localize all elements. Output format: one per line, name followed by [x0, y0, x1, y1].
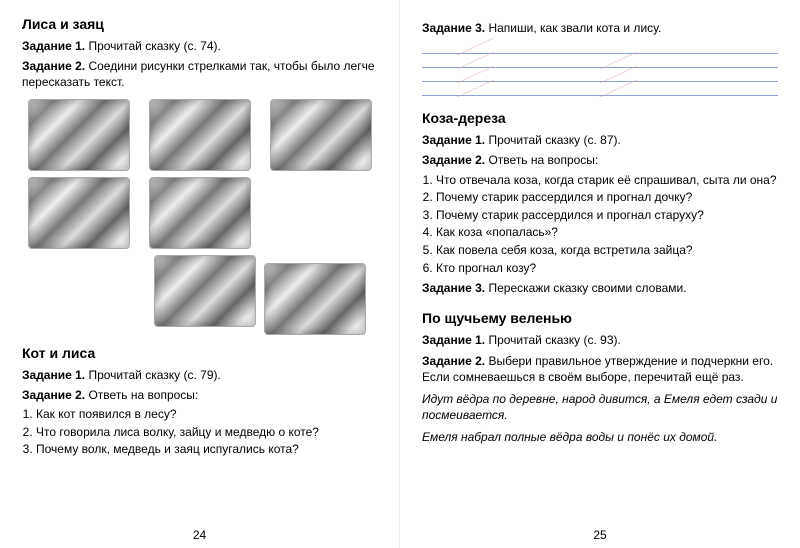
task-label: Задание 1. — [22, 39, 85, 53]
task-lisa-2: Задание 2. Соедини рисунки стрелками так… — [22, 58, 377, 90]
illustration-grid — [22, 99, 377, 335]
task-text: Перескажи сказку своими словами. — [488, 281, 686, 295]
illustration — [270, 99, 372, 171]
section-title-koza: Коза-дереза — [422, 110, 778, 126]
section-title-kot: Кот и лиса — [22, 345, 377, 361]
writing-line — [422, 68, 778, 82]
question-item: Что говорила лиса волку, зайцу и медведю… — [36, 425, 377, 441]
writing-line — [422, 54, 778, 68]
question-item: Почему старик рассердился и прогнал дочк… — [436, 190, 778, 206]
section-title-shchuka: По щучьему веленью — [422, 310, 778, 326]
task-text: Прочитай сказку (с. 79). — [88, 368, 220, 382]
illustration — [149, 177, 251, 249]
task-text: Ответь на вопросы: — [488, 153, 598, 167]
page-left: Лиса и заяц Задание 1. Прочитай сказку (… — [0, 0, 400, 548]
task-kot-2: Задание 2. Ответь на вопросы: — [22, 387, 377, 403]
task-koza-1: Задание 1. Прочитай сказку (с. 87). — [422, 132, 778, 148]
illustration — [28, 177, 130, 249]
writing-line — [422, 40, 778, 54]
question-item: Как кот появился в лесу? — [36, 407, 377, 423]
option-text: Идут вёдра по деревне, народ дивится, а … — [422, 391, 778, 423]
question-item: Почему волк, медведь и заяц испугались к… — [36, 442, 377, 458]
page-number-right: 25 — [400, 528, 800, 542]
illustration — [28, 99, 130, 171]
question-item: Как коза «попалась»? — [436, 225, 778, 241]
task-label: Задание 2. — [422, 153, 485, 167]
question-list-koza: Что отвечала коза, когда старик её спраш… — [436, 173, 778, 277]
task-koza-3: Задание 3. Перескажи сказку своими слова… — [422, 280, 778, 296]
question-item: Почему старик рассердился и прогнал стар… — [436, 208, 778, 224]
task-text: Прочитай сказку (с. 74). — [88, 39, 220, 53]
task-label: Задание 1. — [22, 368, 85, 382]
task-label: Задание 2. — [422, 354, 485, 368]
task-label: Задание 2. — [22, 59, 85, 73]
writing-lines — [422, 40, 778, 96]
page-right: Задание 3. Напиши, как звали кота и лису… — [400, 0, 800, 548]
section-title-lisa: Лиса и заяц — [22, 16, 377, 32]
task-kot-3: Задание 3. Напиши, как звали кота и лису… — [422, 20, 778, 36]
task-text: Прочитай сказку (с. 93). — [488, 333, 620, 347]
task-lisa-1: Задание 1. Прочитай сказку (с. 74). — [22, 38, 377, 54]
task-label: Задание 3. — [422, 281, 485, 295]
task-label: Задание 2. — [22, 388, 85, 402]
task-text: Прочитай сказку (с. 87). — [488, 133, 620, 147]
task-label: Задание 1. — [422, 133, 485, 147]
question-item: Как повела себя коза, когда встретила за… — [436, 243, 778, 259]
illustration — [154, 255, 256, 327]
page-number-left: 24 — [0, 528, 399, 542]
option-text: Емеля набрал полные вёдра воды и понёс и… — [422, 429, 778, 445]
question-item: Кто прогнал козу? — [436, 261, 778, 277]
task-kot-1: Задание 1. Прочитай сказку (с. 79). — [22, 367, 377, 383]
question-item: Что отвечала коза, когда старик её спраш… — [436, 173, 778, 189]
task-koza-2: Задание 2. Ответь на вопросы: — [422, 152, 778, 168]
task-shchuka-2: Задание 2. Выбери правильное утверждение… — [422, 353, 778, 385]
task-label: Задание 3. — [422, 21, 485, 35]
question-list-kot: Как кот появился в лесу? Что говорила ли… — [36, 407, 377, 458]
page-spread: Лиса и заяц Задание 1. Прочитай сказку (… — [0, 0, 800, 548]
task-text: Напиши, как звали кота и лису. — [488, 21, 661, 35]
task-shchuka-1: Задание 1. Прочитай сказку (с. 93). — [422, 332, 778, 348]
illustration — [264, 263, 366, 335]
illustration — [149, 99, 251, 171]
task-label: Задание 1. — [422, 333, 485, 347]
task-text: Ответь на вопросы: — [88, 388, 198, 402]
writing-line — [422, 82, 778, 96]
